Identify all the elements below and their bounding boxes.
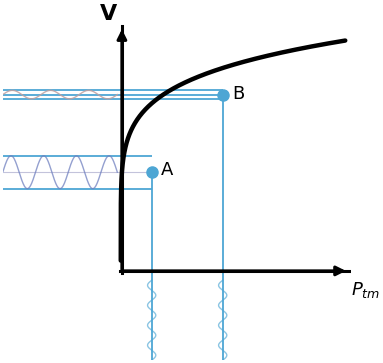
Text: A: A bbox=[161, 160, 173, 179]
Text: B: B bbox=[232, 85, 244, 103]
Text: $P_{tm}$: $P_{tm}$ bbox=[351, 280, 380, 300]
Text: V: V bbox=[100, 4, 117, 24]
